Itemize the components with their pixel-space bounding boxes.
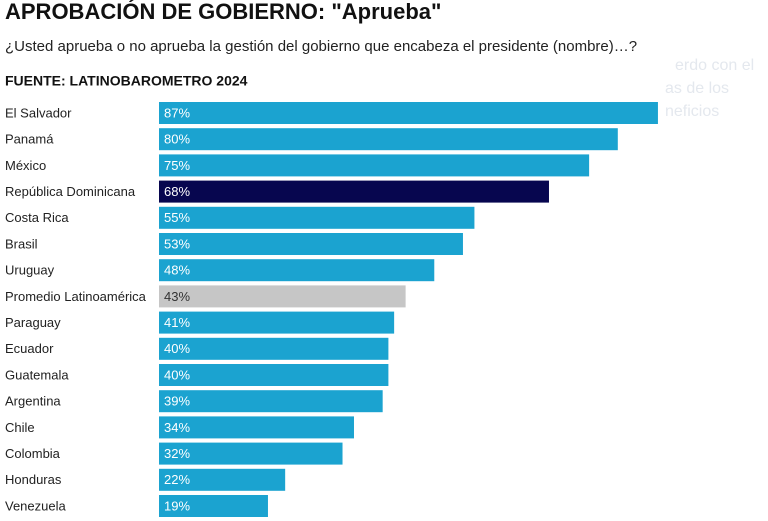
category-label: Venezuela xyxy=(5,498,66,513)
category-label: Honduras xyxy=(5,472,62,487)
background-text: erdo con el xyxy=(675,57,754,74)
source: FUENTE: LATINOBAROMETRO 2024 xyxy=(5,73,248,89)
category-label: Guatemala xyxy=(5,367,69,382)
category-label: Costa Rica xyxy=(5,210,69,225)
category-label: República Dominicana xyxy=(5,184,136,199)
value-label: 39% xyxy=(164,394,190,409)
value-label: 48% xyxy=(164,263,190,278)
category-label: México xyxy=(5,158,46,173)
category-label: Ecuador xyxy=(5,341,54,356)
value-label: 87% xyxy=(164,105,190,120)
bar xyxy=(159,128,618,151)
category-label: Paraguay xyxy=(5,315,61,330)
category-label: Uruguay xyxy=(5,263,55,278)
category-label: Argentina xyxy=(5,394,61,409)
bar xyxy=(159,102,658,124)
bar xyxy=(159,495,268,517)
category-label: Panamá xyxy=(5,132,54,147)
category-label: Colombia xyxy=(5,446,61,461)
category-label: Promedio Latinoamérica xyxy=(5,289,147,304)
value-label: 68% xyxy=(164,184,190,199)
value-label: 40% xyxy=(164,367,190,382)
bar xyxy=(159,468,286,491)
chart-subtitle: ¿Usted aprueba o no aprueba la gestión d… xyxy=(5,38,637,55)
value-label: 53% xyxy=(164,236,190,251)
bar xyxy=(159,416,354,439)
bar xyxy=(159,285,406,308)
value-label: 75% xyxy=(164,158,190,173)
bar xyxy=(159,180,549,203)
bar xyxy=(159,442,343,465)
value-label: 19% xyxy=(164,498,190,513)
category-label: Chile xyxy=(5,420,35,435)
value-label: 80% xyxy=(164,132,190,147)
bar xyxy=(159,390,383,413)
bar xyxy=(159,259,435,282)
category-label: El Salvador xyxy=(5,105,72,120)
value-label: 55% xyxy=(164,210,190,225)
bar xyxy=(159,337,389,360)
bar xyxy=(159,154,590,177)
bar xyxy=(159,206,475,229)
chart-title: APROBACIÓN DE GOBIERNO: "Aprueba" xyxy=(5,0,441,24)
value-label: 43% xyxy=(164,289,190,304)
value-label: 22% xyxy=(164,472,190,487)
category-label: Brasil xyxy=(5,236,38,251)
background-text: neficios xyxy=(665,103,719,120)
bar xyxy=(159,364,389,386)
value-label: 41% xyxy=(164,315,190,330)
bar xyxy=(159,233,463,255)
value-label: 32% xyxy=(164,446,190,461)
background-text: as de los xyxy=(665,80,729,97)
value-label: 34% xyxy=(164,420,190,435)
value-label: 40% xyxy=(164,341,190,356)
bar xyxy=(159,311,395,334)
